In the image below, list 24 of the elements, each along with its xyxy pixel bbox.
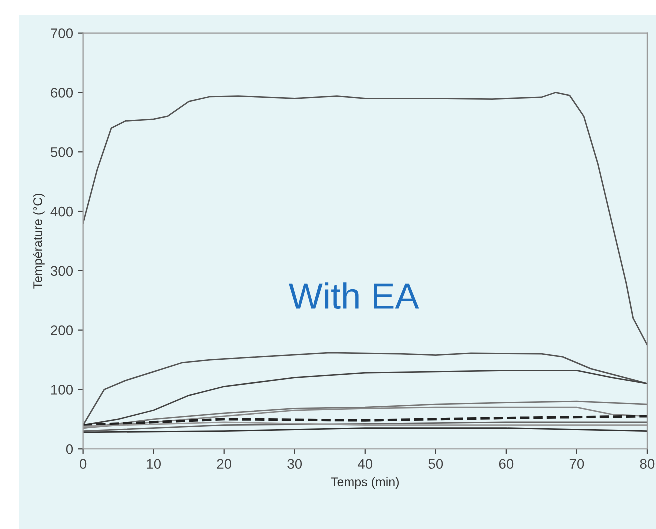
y-axis-title: Température (°C) (33, 194, 45, 289)
x-tick-label: 10 (147, 459, 162, 470)
y-tick-label: 600 (51, 88, 74, 98)
x-tick-label: 20 (217, 459, 232, 470)
x-axis-title: Temps (min) (331, 477, 399, 489)
line-series (83, 422, 648, 432)
x-tick-label: 50 (428, 459, 444, 470)
x-tick-label: 70 (570, 459, 584, 470)
line-series (83, 352, 648, 426)
y-tick-label: 500 (50, 147, 74, 158)
x-tick-label: 30 (288, 459, 302, 470)
y-tick-label: 300 (50, 266, 74, 276)
line-series (83, 92, 648, 346)
y-tick-label: 700 (51, 28, 74, 38)
line-series (83, 415, 648, 427)
y-tick-label: 100 (51, 385, 74, 395)
y-tick-label: 400 (50, 206, 74, 217)
y-tick-label: 0 (66, 444, 74, 454)
annotation: With EA (289, 282, 420, 310)
x-tick-label: 80 (640, 459, 655, 470)
y-tick-label: 200 (51, 326, 74, 336)
x-tick-label: 60 (499, 459, 514, 470)
x-tick-label: 0 (80, 459, 87, 470)
x-tick-label: 40 (358, 459, 373, 470)
